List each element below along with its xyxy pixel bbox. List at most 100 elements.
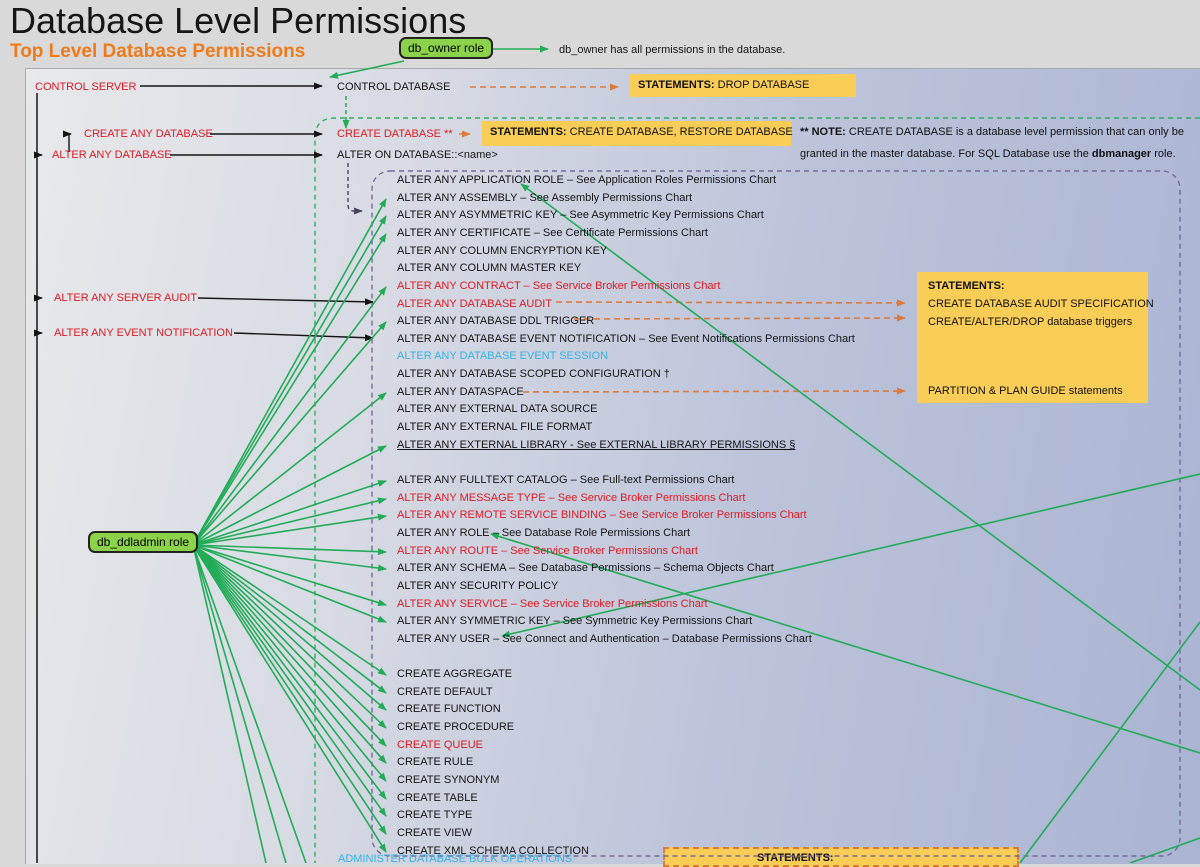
fan-offscreen	[192, 544, 307, 863]
statements-text: PARTITION & PLAN GUIDE statements	[928, 385, 1123, 397]
permission-item: ALTER ANY ASSEMBLY – See Assembly Permis…	[397, 192, 693, 204]
ddladmin-fan-arrow	[192, 233, 387, 546]
note-bold: ** NOTE:	[800, 126, 846, 138]
ddladmin-fan-arrow	[192, 544, 387, 747]
statements-box-create-database: STATEMENTS: CREATE DATABASE, RESTORE DAT…	[482, 121, 793, 146]
permission-item: ALTER ANY COLUMN ENCRYPTION KEY	[397, 245, 608, 257]
ddladmin-fan-arrow	[192, 544, 387, 623]
node-create-database: CREATE DATABASE **	[337, 128, 453, 140]
permission-item: CREATE SYNONYM	[397, 774, 500, 786]
ddladmin-fan-arrow	[192, 392, 387, 546]
offscreen-link	[1129, 837, 1200, 863]
db-owner-note: db_owner has all permissions in the data…	[559, 44, 786, 56]
node-alter-any-event-notification: ALTER ANY EVENT NOTIFICATION	[54, 327, 233, 339]
db-owner-to-control-database	[329, 60, 405, 79]
permission-item: ALTER ANY EXTERNAL FILE FORMAT	[397, 421, 593, 433]
outer-dashed-box	[314, 117, 1200, 863]
ddladmin-fan-arrow	[192, 544, 387, 764]
permission-item: CREATE RULE	[397, 756, 474, 768]
page-title: Database Level Permissions	[10, 0, 467, 41]
ddladmin-fan-arrow	[192, 286, 387, 546]
node-control-database: CONTROL DATABASE	[337, 81, 451, 93]
statements-box-audit: STATEMENTS: CREATE DATABASE AUDIT SPECIF…	[917, 272, 1154, 403]
link-application-role	[520, 183, 1200, 691]
permission-item: CREATE PROCEDURE	[397, 721, 515, 733]
ddladmin-fan-arrow	[192, 445, 387, 546]
ddladmin-fan-arrow	[192, 544, 387, 817]
ddladmin-fan-arrow	[192, 544, 387, 556]
db-owner-role-box: db_owner role	[399, 37, 494, 59]
ddl-trigger-statements-arrow	[573, 314, 906, 322]
alter-on-database-connector	[347, 163, 363, 215]
statements-text: DROP DATABASE	[714, 79, 810, 91]
ddladmin-fan-arrow	[192, 544, 387, 694]
chart-canvas	[25, 68, 1200, 864]
link-any-role	[490, 533, 1200, 754]
permission-item: ALTER ANY USER – See Connect and Authent…	[397, 633, 812, 645]
statements-label: STATEMENTS:	[928, 280, 1005, 292]
permission-item: ALTER ANY FULLTEXT CATALOG – See Full-te…	[397, 474, 735, 486]
permission-item: ALTER ANY EXTERNAL LIBRARY - See EXTERNA…	[397, 439, 796, 451]
ddladmin-fan-arrow	[192, 497, 387, 546]
permission-item: ALTER ANY COLUMN MASTER KEY	[397, 262, 582, 274]
permission-item: CREATE AGGREGATE	[397, 668, 513, 680]
permission-item: ALTER ANY SERVICE – See Service Broker P…	[397, 598, 708, 610]
db-ddladmin-role-box: db_ddladmin role	[88, 531, 199, 553]
elbow-arrow	[63, 130, 72, 152]
ddladmin-fan-arrow	[192, 544, 387, 711]
link-any-user	[501, 473, 1200, 638]
permission-item: ALTER ANY APPLICATION ROLE – See Applica…	[397, 174, 777, 186]
ddladmin-fan-arrow	[192, 544, 387, 606]
permission-item: CREATE FUNCTION	[397, 703, 501, 715]
permission-item: ALTER ANY CERTIFICATE – See Certificate …	[397, 227, 708, 239]
ddladmin-fan-arrow	[192, 215, 387, 546]
statements-text: CREATE/ALTER/DROP database triggers	[928, 316, 1133, 328]
offscreen-link	[1019, 621, 1200, 863]
permission-item: ALTER ANY ROLE – See Database Role Permi…	[397, 527, 691, 539]
permission-item: ALTER ANY DATABASE EVENT NOTIFICATION – …	[397, 333, 855, 345]
permission-item: ALTER ANY DATABASE DDL TRIGGER	[397, 315, 595, 327]
permission-item: ALTER ANY ASYMMETRIC KEY – See Asymmetri…	[397, 209, 764, 221]
permission-item: CREATE XML SCHEMA COLLECTION	[397, 845, 589, 857]
note-text: CREATE DATABASE is a database level perm…	[845, 126, 1184, 138]
permission-item: ALTER ANY DATABASE AUDIT	[397, 298, 553, 310]
node-create-any-database: CREATE ANY DATABASE	[84, 128, 213, 140]
dataspace-statements-arrow	[522, 387, 906, 395]
section-heading: Top Level Database Permissions	[10, 41, 306, 62]
permission-item: ALTER ANY SCHEMA – See Database Permissi…	[397, 562, 774, 574]
note-bold: dbmanager	[1091, 148, 1152, 160]
permission-item: CREATE DEFAULT	[397, 686, 493, 698]
note-text: role.	[1151, 148, 1176, 160]
permission-item: ALTER ANY SECURITY POLICY	[397, 580, 559, 592]
node-alter-on-database: ALTER ON DATABASE::<name>	[337, 149, 498, 161]
ddladmin-fan-arrow	[192, 544, 387, 835]
permission-item: CREATE TYPE	[397, 809, 473, 821]
permission-item: ALTER ANY DATABASE EVENT SESSION	[397, 350, 609, 362]
statements-label: STATEMENTS:	[490, 126, 567, 138]
ddladmin-fan-arrow	[192, 480, 387, 546]
statements-text: CREATE DATABASE AUDIT SPECIFICATION	[928, 298, 1154, 310]
ddladmin-fan-arrow	[192, 321, 387, 546]
statements-box-drop-database: STATEMENTS: DROP DATABASE	[630, 74, 856, 97]
ddladmin-fan-arrow	[192, 544, 387, 853]
ddladmin-fan-arrow	[192, 198, 387, 546]
permission-item: ALTER ANY DATASPACE	[397, 386, 524, 398]
inner-dashed-box	[371, 170, 1181, 857]
ddladmin-fan-arrow	[192, 544, 387, 676]
fan-offscreen	[192, 544, 287, 863]
permission-item: ALTER ANY DATABASE SCOPED CONFIGURATION …	[397, 368, 670, 380]
permission-item: ALTER ANY ROUTE – See Service Broker Per…	[397, 545, 698, 557]
permission-item: ALTER ANY REMOTE SERVICE BINDING – See S…	[397, 509, 807, 521]
ddladmin-fan-arrow	[192, 544, 387, 729]
node-alter-any-database: ALTER ANY DATABASE	[52, 149, 172, 161]
permission-item: CREATE TABLE	[397, 792, 478, 804]
permission-item: CREATE VIEW	[397, 827, 472, 839]
ddladmin-fan-arrow	[192, 544, 387, 800]
ddladmin-fan-arrow	[192, 544, 387, 572]
fan-offscreen	[192, 544, 267, 863]
database-audit-statements-arrow	[555, 299, 906, 307]
node-administer-database-bulk-operations: ADMINISTER DATABASE BULK OPERATIONS	[338, 853, 573, 865]
create-database-note: ** NOTE: CREATE DATABASE is a database l…	[800, 121, 1200, 165]
statements-text: CREATE DATABASE, RESTORE DATABASE	[566, 126, 793, 138]
